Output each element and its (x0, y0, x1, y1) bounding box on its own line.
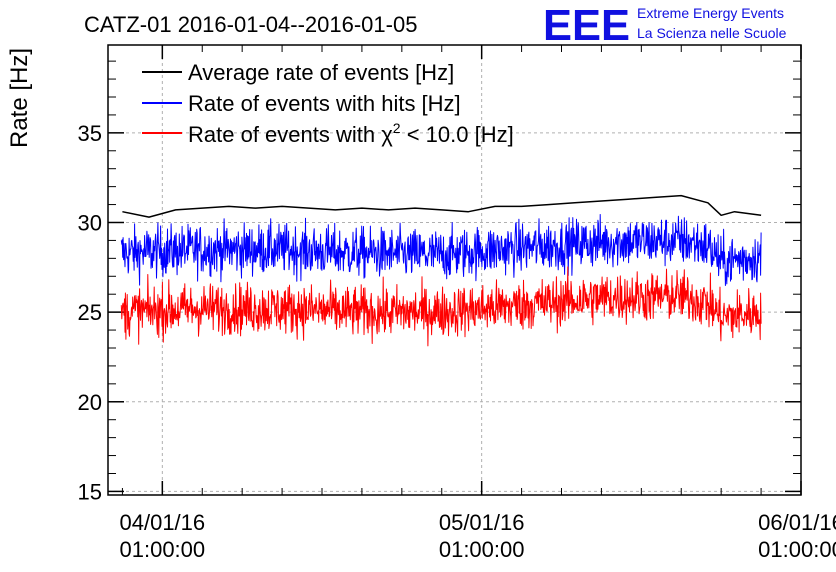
legend-chi2-tail: < 10.0 [Hz] (401, 122, 514, 147)
legend-chi2-symbol: χ (381, 122, 393, 147)
x-tick-date: 05/01/16 (439, 510, 525, 535)
chart-title: CATZ-01 2016-01-04--2016-01-05 (84, 12, 417, 37)
x-tick-date: 04/01/16 (120, 510, 206, 535)
legend-label-chi2: Rate of events with χ2 < 10.0 [Hz] (188, 120, 514, 147)
x-tick-time: 01:00:00 (758, 537, 836, 562)
gridlines (108, 45, 802, 495)
y-tick-label: 20 (78, 390, 102, 415)
legend-label-hits: Rate of events with hits [Hz] (188, 91, 461, 116)
y-tick-label: 25 (78, 300, 102, 325)
x-tick-date: 06/01/16 (758, 510, 836, 535)
logo-line-1: Extreme Energy Events (637, 5, 784, 21)
legend-label-average: Average rate of events [Hz] (188, 60, 454, 85)
x-tick-labels: 04/01/1601:00:0005/01/1601:00:0006/01/16… (120, 510, 836, 562)
eee-logo: EEE Extreme Energy Events La Scienza nel… (543, 1, 787, 50)
logo-mark: EEE (543, 1, 630, 50)
logo-line-2: La Scienza nelle Scuole (637, 25, 787, 41)
x-tick-time: 01:00:00 (439, 537, 525, 562)
y-axis-label: Rate [Hz] (6, 48, 33, 148)
y-tick-label: 30 (78, 210, 102, 235)
y-tick-label: 15 (78, 479, 102, 504)
plot-frame (107, 44, 802, 496)
series-line-0 (122, 194, 762, 218)
legend: Average rate of events [Hz] Rate of even… (142, 60, 514, 147)
legend-chi2-base: Rate of events with (188, 122, 381, 147)
legend-chi2-superscript: 2 (393, 120, 401, 136)
series-line-2 (120, 266, 762, 347)
y-tick-label: 35 (78, 121, 102, 146)
x-tick-time: 01:00:00 (120, 537, 206, 562)
series-layer (120, 194, 762, 347)
series-line-1 (120, 214, 762, 286)
y-tick-labels: 15 20 25 30 35 (78, 121, 102, 505)
